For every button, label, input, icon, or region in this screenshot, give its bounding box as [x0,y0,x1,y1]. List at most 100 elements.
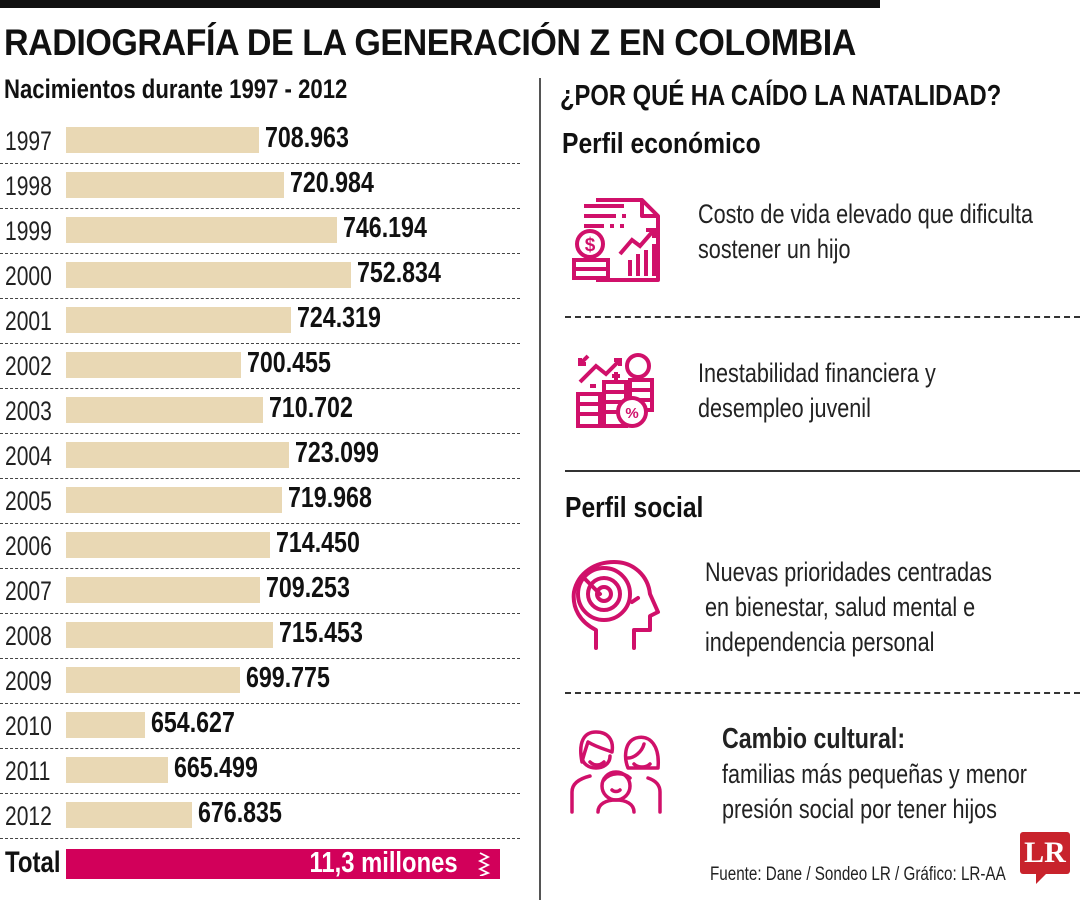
bar-value-label: 654.627 [150,707,235,739]
year-label: 2011 [5,756,51,786]
bar [66,487,283,513]
reason-text-line: presión social por tener hijos [722,794,997,824]
bar-value-label: 700.455 [247,347,331,379]
bar-value-label: 709.253 [265,572,350,604]
reason-cost-of-living: Costo de vida elevado que dificulta sost… [698,197,1033,267]
reason-text-line: Inestabilidad financiera y [698,358,936,388]
bar-value-label: 719.968 [288,482,372,514]
bar-value-label: 676.835 [197,797,282,829]
year-label: 2001 [5,306,52,336]
reason-text-line: en bienestar, salud mental e [705,592,976,622]
bar-row: 2012 676.835 [0,793,520,839]
bar-row: 2009 699.775 [0,658,520,704]
year-label: 2012 [5,801,52,831]
bar-row: 1997 708.963 [0,118,520,164]
section-heading-economic: Perfil económico [562,128,761,160]
break-zigzag-icon [477,852,491,876]
column-divider [539,78,541,900]
right-title: ¿POR QUÉ HA CAÍDO LA NATALIDAD? [560,80,1002,112]
reason-text-line: Nuevas prioridades centradas [705,557,992,587]
bar-value-label: 724.319 [297,302,382,334]
bar [66,577,260,603]
bar-value-label: 723.099 [294,437,379,469]
bar-value-label: 699.775 [245,662,330,694]
bar-row: 2007 709.253 [0,568,520,614]
bar-row: 2003 710.702 [0,388,520,434]
bar [66,307,292,333]
bar-value-label: 708.963 [264,122,349,154]
bar [66,172,285,198]
reason-text-line: familias más pequeñas y menor [722,759,1027,789]
bar-value-label: 710.702 [268,392,353,424]
bar-value-label: 746.194 [343,212,427,244]
source-note: Fuente: Dane / Sondeo LR / Gráfico: LR-A… [710,864,1006,885]
total-value: 11,3 millones [309,847,458,879]
bar-row: 2006 714.450 [0,523,520,569]
reason-financial-instability: Inestabilidad financiera y desempleo juv… [698,356,936,426]
bar-row: 2008 715.453 [0,613,520,659]
svg-text:%: % [625,405,638,422]
bar [66,532,271,558]
family-icon [570,730,662,814]
bar-row: 2005 719.968 [0,478,520,524]
bar [66,667,240,693]
year-label: 2010 [5,711,52,741]
bar [66,442,289,468]
year-label: 1997 [5,126,52,156]
chart-subtitle: Nacimientos durante 1997 - 2012 [4,74,348,104]
section-divider [565,470,1080,472]
year-label: 1999 [5,216,52,246]
bar-value-label: 720.984 [290,167,375,199]
reason-text-line: desempleo juvenil [698,393,871,423]
bar [66,217,338,243]
total-bar: 11,3 millones [66,847,500,879]
bar-row: 2000 752.834 [0,253,520,299]
head-wellbeing-icon [571,560,660,650]
year-label: 2005 [5,486,52,516]
reason-text-line: sostener un hijo [698,234,851,264]
year-label: 2007 [5,576,52,606]
section-heading-social: Perfil social [565,492,704,524]
bar [66,127,259,153]
page-title: RADIOGRAFÍA DE LA GENERACIÓN Z EN COLOMB… [4,22,856,63]
bar-row: 1999 746.194 [0,208,520,254]
reason-lead: Cambio cultural: [722,723,906,755]
year-label: 2006 [5,531,52,561]
year-label: 1998 [5,171,52,201]
logo-tail [1036,872,1048,884]
reason-text-line: Costo de vida elevado que dificulta [698,199,1034,229]
year-label: 2003 [5,396,52,426]
reason-text-line: independencia personal [705,627,935,657]
bar-row: 2011 665.499 [0,748,520,794]
reason-cultural-change: Cambio cultural: familias más pequeñas y… [722,722,1027,827]
bar-value-label: 752.834 [356,257,441,289]
reason-new-priorities: Nuevas prioridades centradas en bienesta… [705,555,992,660]
year-label: 2002 [5,351,52,381]
bar-value-label: 665.499 [173,752,258,784]
bar [66,397,263,423]
bar-row: 2002 700.455 [0,343,520,389]
bar [66,802,192,828]
logo-text: LR [1024,836,1066,869]
financial-report-icon: $ [572,198,660,282]
year-label: 2009 [5,666,52,696]
bar-value-label: 714.450 [276,527,361,559]
item-divider [565,316,1080,318]
bar-row: 2004 723.099 [0,433,520,479]
total-label: Total [5,846,61,879]
year-label: 2000 [5,261,52,291]
bar-row: 2001 724.319 [0,298,520,344]
bar-row: 1998 720.984 [0,163,520,209]
year-label: 2008 [5,621,52,651]
item-divider [565,692,1080,694]
bar-value-label: 715.453 [278,617,363,649]
year-label: 2004 [5,441,52,471]
lr-logo: LR [1020,832,1070,884]
bar [66,712,145,738]
top-rule [0,0,880,8]
bar [66,352,242,378]
svg-text:$: $ [585,235,596,256]
bar [66,262,351,288]
bar [66,757,168,783]
coins-volatility-icon: % [576,353,654,428]
